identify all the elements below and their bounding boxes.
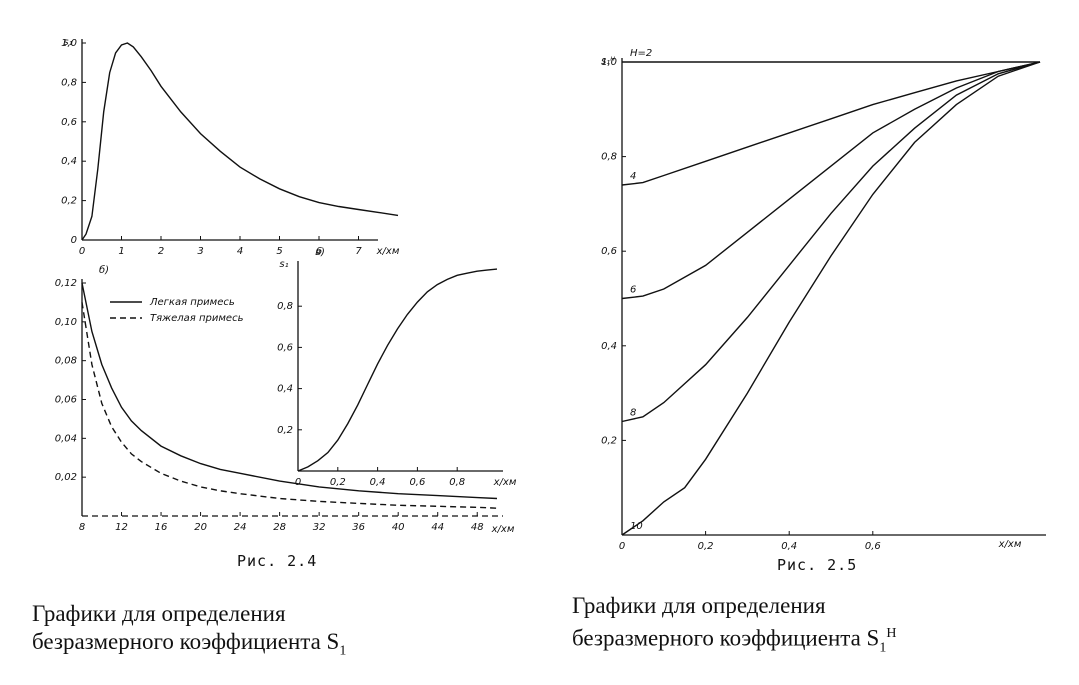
fig24b-y-tick-label: 0,08 [55,356,77,367]
fig25-series-label: 8 [630,407,636,418]
fig24b-y-tick-label: 0,10 [55,317,77,328]
fig25-series-10 [621,61,1041,536]
fig25-caption: Рис. 2.5 [777,556,858,574]
fig24-desc-sub: 1 [339,643,347,659]
fig24a-x-tick-label: 6 [316,246,322,257]
fig24b-x-tick-label: 36 [352,522,365,533]
fig24a-x-tick-label: 7 [355,246,362,257]
fig25-x-tick-label: 0,6 [865,541,881,552]
fig24-description: Графики для определения безразмерного ко… [32,600,346,666]
fig25-x-axis-label: x/xм [998,539,1022,550]
fig24b-x-tick-label: 32 [313,522,326,533]
fig25-series-label: 6 [630,285,636,296]
fig24v-y-tick-label: 0,8 [277,301,293,312]
fig24a-x-tick-label: 1 [118,246,124,257]
fig24b-x-tick-label: 12 [115,522,128,533]
fig25-series-label: H=2 [630,48,652,59]
fig25-x-tick-label: 0,4 [781,541,797,552]
fig24b-x-tick-label: 8 [79,522,85,533]
fig24a-x-tick-label: 3 [197,246,203,257]
fig24v-x-tick-label: 0,8 [449,477,465,488]
fig24a-x-tick-label: 2 [158,246,164,257]
fig24b-x-tick-label: 28 [273,522,286,533]
fig25-series-8 [621,61,1041,423]
fig24v-x-tick-label: 0,6 [409,477,425,488]
fig25-desc-line1: Графики для определения [572,593,826,618]
fig24v-y-tick-label: 0,2 [277,425,293,436]
fig24-desc-line2: безразмерного коэффициента S [32,629,340,654]
fig24a-y-tick-label: 0,6 [61,117,77,128]
fig24a-x-tick-label: 4 [237,246,243,257]
fig24v-panel-label: в) [315,247,325,258]
fig24a-series-0 [81,42,399,241]
fig24b-legend-label: Тяжелая примесь [150,313,244,324]
fig25-series-label: 4 [630,171,636,182]
fig24b-x-tick-label: 40 [392,522,405,533]
fig25-desc-sup: H [886,626,897,641]
fig25-y-tick-label: 0,8 [601,152,617,163]
fig24a-x-tick-label: 0 [79,246,85,257]
fig24b-x-tick-label: 24 [234,522,247,533]
fig24v-series-0 [297,268,498,472]
fig24b-x-tick-label: 48 [471,522,484,533]
fig24-desc-line1: Графики для определения [32,601,286,626]
fig25-y-tick-label: 0,6 [601,246,617,257]
fig25-series-4 [621,61,1041,186]
fig24-caption: Рис. 2.4 [237,552,318,570]
fig24a-y-tick-label: 0,4 [61,156,77,167]
fig24v-y-tick-label: 0,6 [277,342,293,353]
fig25-x-tick-label: 0,2 [698,541,714,552]
fig24b-x-tick-label: 16 [155,522,168,533]
fig25-y-tick-label: 0,2 [601,435,617,446]
fig24b-legend-label: Легкая примесь [149,297,235,308]
fig24b-y-tick-label: 0,06 [55,395,77,406]
fig24b-x-tick-label: 44 [431,522,444,533]
fig25-y-axis-label: s₁ᴴ [601,56,615,67]
fig24a-y-tick-label: 0,8 [61,77,77,88]
fig24a-x-axis-label: x/xм [376,246,400,257]
fig24b-y-tick-label: 0,12 [55,278,77,289]
fig24a-x-tick-label: 5 [276,246,282,257]
fig24b-x-tick-label: 20 [194,522,207,533]
fig25-description: Графики для определения безразмерного ко… [572,592,896,662]
fig25-series-label: 10 [630,521,643,532]
fig24a-y-tick-label: 0,2 [61,196,77,207]
fig24b-x-axis-label: x/xм [491,524,515,535]
fig25-y-tick-label: 0,4 [601,341,617,352]
fig24v-y-tick-label: 0,4 [277,384,293,395]
fig24b-series-Легкая-примесь [81,282,498,500]
fig24b-panel-label: б) [99,264,109,276]
fig25-x-tick-label: 0 [619,541,625,552]
fig24a-y-tick-label: 0 [71,235,77,246]
fig24v-x-axis-label: x/xм [493,477,517,488]
fig24v-x-tick-label: 0,2 [330,477,346,488]
fig25-desc-sub: 1 [879,640,887,656]
fig25-desc-line2: безразмерного коэффициента S [572,625,880,651]
fig24v-x-tick-label: 0 [295,477,301,488]
fig24a-y-axis-label: s₁ [63,37,72,48]
fig24a-y-tick-label: 1,0 [61,38,77,49]
fig24b-y-tick-label: 0,02 [55,472,77,483]
fig24b-series-Тяжелая-примесь [81,302,498,509]
fig24v-y-axis-label: s₁ [279,259,288,270]
fig24b-y-tick-label: 0,04 [55,433,77,444]
fig25-y-tick-label: 1,0 [601,57,617,68]
fig24v-x-tick-label: 0,4 [370,477,386,488]
fig25-series-6 [621,61,1041,300]
